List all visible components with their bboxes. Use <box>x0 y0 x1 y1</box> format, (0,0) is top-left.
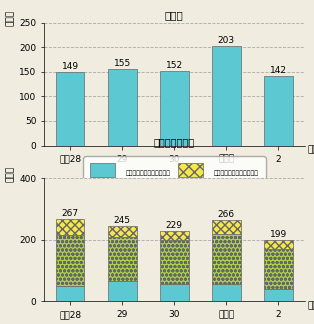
Title: 事件数: 事件数 <box>165 10 184 20</box>
Title: 検挙・補導状況: 検挙・補導状況 <box>154 137 195 147</box>
Bar <box>264 240 293 249</box>
Bar <box>56 72 84 145</box>
Text: 152: 152 <box>166 61 183 70</box>
Y-axis label: （人）: （人） <box>6 166 15 182</box>
Text: 142: 142 <box>270 66 287 75</box>
Bar <box>56 235 84 286</box>
Text: （年）: （年） <box>307 145 314 155</box>
Bar <box>160 240 189 284</box>
Bar <box>56 286 84 301</box>
Legend: 検挙・補導人員（小学生）, 検挙・補導人員（中学生）, 検挙・補導人員（高校生）: 検挙・補導人員（小学生）, 検挙・補導人員（中学生）, 検挙・補導人員（高校生） <box>83 156 266 201</box>
Text: 267: 267 <box>62 209 79 218</box>
Bar <box>212 220 241 234</box>
Bar <box>212 234 241 284</box>
Y-axis label: （件）: （件） <box>6 10 15 26</box>
Bar <box>108 226 137 237</box>
Bar <box>108 69 137 145</box>
Bar <box>160 231 189 240</box>
Bar <box>212 46 241 145</box>
Text: （年）: （年） <box>307 301 314 310</box>
Bar <box>108 281 137 301</box>
Text: 155: 155 <box>114 59 131 68</box>
Bar <box>56 219 84 235</box>
Bar <box>160 71 189 145</box>
Bar <box>264 76 293 145</box>
Bar <box>212 284 241 301</box>
Text: 149: 149 <box>62 62 79 71</box>
Bar <box>160 284 189 301</box>
Text: 203: 203 <box>218 36 235 45</box>
Bar <box>264 289 293 301</box>
Text: 229: 229 <box>166 221 183 230</box>
Text: 266: 266 <box>218 210 235 219</box>
Text: 245: 245 <box>114 216 131 225</box>
Text: 199: 199 <box>270 230 287 239</box>
Bar <box>264 249 293 289</box>
Bar <box>108 237 137 281</box>
